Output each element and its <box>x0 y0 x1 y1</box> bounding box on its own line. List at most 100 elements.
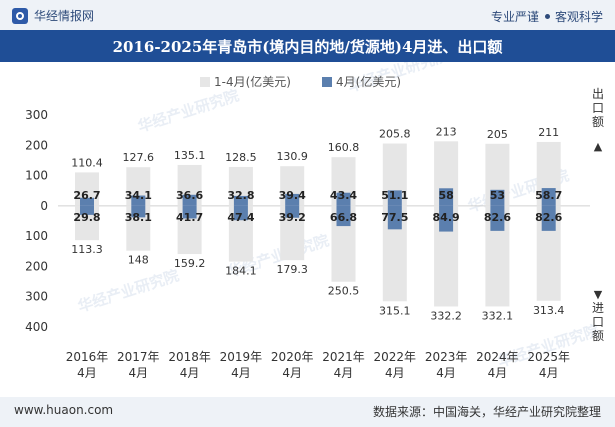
data-label-month-import: 66.8 <box>330 211 357 224</box>
data-label-month-export: 53 <box>490 189 505 202</box>
x-tick-label-line: 2023年 <box>425 350 468 364</box>
data-label-month-import: 29.8 <box>73 211 100 224</box>
data-label-month-import: 84.9 <box>433 211 460 224</box>
side-label-import-char: 进 <box>592 301 604 315</box>
x-tick-label: 2019年 4月 <box>220 350 263 380</box>
data-label-ytd-export: 135.1 <box>174 149 206 162</box>
side-label-export-char: 出 <box>592 87 604 101</box>
y-tick-label: 200 <box>25 138 48 152</box>
data-label-month-export: 32.8 <box>227 189 254 202</box>
x-tick-label: 2022年 4月 <box>374 350 417 380</box>
data-label-month-export: 39.4 <box>279 189 306 202</box>
data-label-ytd-import: 332.1 <box>482 309 514 322</box>
bar-month-export <box>387 190 402 206</box>
data-label-ytd-export: 127.6 <box>123 151 155 164</box>
y-tick-label: 400 <box>25 320 48 334</box>
x-tick-label-line: 4月 <box>436 366 456 380</box>
data-label-ytd-import: 159.2 <box>174 257 206 270</box>
title-bar <box>0 30 615 62</box>
data-label-month-import: 41.7 <box>176 211 203 224</box>
bar-month-import <box>336 205 351 227</box>
x-tick-label: 2023年 4月 <box>425 350 468 380</box>
x-tick-label: 2020年 4月 <box>271 350 314 380</box>
side-label-import-char: 额 <box>592 329 604 343</box>
data-label-month-import: 82.6 <box>484 211 511 224</box>
x-tick-label-line: 4月 <box>488 366 508 380</box>
y-tick-label: 300 <box>25 290 48 304</box>
data-label-ytd-export: 110.4 <box>71 156 103 169</box>
x-tick-label-line: 2020年 <box>271 350 314 364</box>
side-label-export: 出口额 <box>592 87 604 129</box>
x-tick-label: 2018年 4月 <box>168 350 211 380</box>
bar-month-export <box>490 189 505 206</box>
bar-month-import <box>387 205 402 230</box>
data-label-month-export: 34.1 <box>125 189 152 202</box>
data-label-ytd-import: 184.1 <box>225 265 257 278</box>
legend-label-month: 4月(亿美元) <box>336 74 401 89</box>
x-tick-label-line: 4月 <box>77 366 97 380</box>
data-label-month-import: 39.2 <box>279 211 306 224</box>
data-label-month-export: 26.7 <box>73 189 100 202</box>
bar-month-export <box>182 194 197 206</box>
separator-dot-icon <box>544 14 550 19</box>
data-label-month-export: 51.1 <box>381 189 408 202</box>
y-tick-label: 300 <box>25 108 48 122</box>
side-label-export-char: 口 <box>592 101 604 115</box>
data-label-ytd-export: 211 <box>538 126 559 139</box>
slogan: 专业严谨 客观科学 <box>491 8 603 25</box>
legend: 1-4月(亿美元) 4月(亿美元) <box>200 74 401 89</box>
data-labels: 110.4 113.3 26.7 29.8 127.6 148 34.1 38.1 135.1 1… <box>71 125 564 322</box>
y-tick-label: 200 <box>25 259 48 273</box>
bar-month-export <box>541 188 556 206</box>
brand-logo-icon <box>12 7 28 24</box>
data-label-month-import: 47.4 <box>227 211 254 224</box>
data-label-ytd-export: 128.5 <box>225 151 257 164</box>
bar-month-export <box>131 195 146 206</box>
side-labels: 出口额▲▼进口额 <box>592 87 604 343</box>
x-tick-label-line: 4月 <box>334 366 354 380</box>
x-tick-label-line: 4月 <box>180 366 200 380</box>
x-tick-label-line: 2019年 <box>220 350 263 364</box>
data-label-ytd-import: 313.4 <box>533 304 565 317</box>
data-label-ytd-export: 213 <box>436 125 457 138</box>
x-tick-label-line: 2017年 <box>117 350 160 364</box>
bar-month-import <box>439 205 454 232</box>
data-label-month-export: 58 <box>438 189 453 202</box>
header-bar <box>0 0 615 30</box>
data-label-ytd-export: 130.9 <box>276 150 308 163</box>
bar-month-import <box>541 205 556 231</box>
slogan-2: 客观科学 <box>554 10 603 24</box>
bar-month-import <box>285 205 300 218</box>
bar-month-export <box>285 193 300 206</box>
y-tick-label: 0 <box>40 199 48 213</box>
bar-month-import <box>490 205 505 231</box>
footer-bar <box>0 397 615 427</box>
brand-name: 华经情报网 <box>34 9 95 23</box>
chart: 华经产业研究院华经产业研究院华经产业研究院华经产业研究院华经产业研究院华经产业研… <box>25 62 604 380</box>
data-label-ytd-export: 205 <box>487 128 508 141</box>
watermark-text: 华经产业研究院 <box>136 86 241 136</box>
y-tick-label: 100 <box>25 169 48 183</box>
data-label-ytd-export: 205.8 <box>379 128 411 141</box>
bar-month-import <box>80 205 94 215</box>
x-tick-label-line: 4月 <box>231 366 251 380</box>
slogan-1: 专业严谨 <box>490 10 539 24</box>
brand[interactable]: 华经情报网 <box>12 7 94 24</box>
x-tick-label: 2016年 4月 <box>66 350 109 380</box>
chart-title: 2016-2025年青岛市(境内目的地/货源地)4月进、出口额 <box>112 38 503 56</box>
footer-website[interactable]: www.huaon.com <box>14 403 114 417</box>
data-label-month-export: 58.7 <box>535 189 562 202</box>
x-tick-label-line: 4月 <box>282 366 302 380</box>
bars <box>75 141 561 307</box>
bar-month-import <box>182 205 197 219</box>
bar-month-export <box>233 195 248 206</box>
x-tick-label: 2017年 4月 <box>117 350 160 380</box>
footer-source: 数据来源：中国海关，华经产业研究院整理 <box>372 405 601 419</box>
export-arrow-icon: ▲ <box>594 140 603 153</box>
data-label-ytd-export: 160.8 <box>328 141 360 154</box>
bar-month-import <box>131 205 146 218</box>
x-tick-label-line: 4月 <box>128 366 148 380</box>
data-label-month-export: 43.4 <box>330 189 357 202</box>
